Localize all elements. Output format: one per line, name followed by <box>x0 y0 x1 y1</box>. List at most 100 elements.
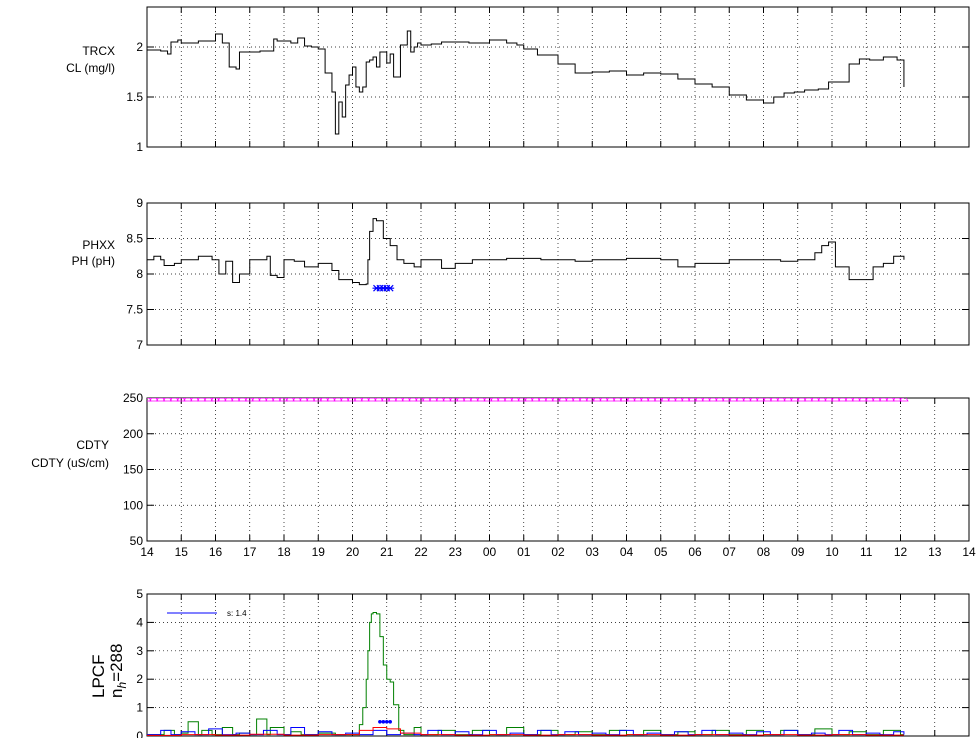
ylabel-count: =288 <box>107 644 126 682</box>
x-tick-label: 21 <box>380 545 394 559</box>
triangle-marker <box>483 398 493 402</box>
triangle-marker <box>251 398 261 402</box>
triangle-marker <box>162 398 173 402</box>
triangle-marker <box>694 398 705 402</box>
triangle-marker <box>687 398 698 402</box>
triangle-marker <box>681 398 691 402</box>
x-tick-label: 15 <box>175 545 189 559</box>
triangle-marker <box>708 398 718 402</box>
dot-marker <box>388 720 392 724</box>
triangle-marker <box>892 398 902 402</box>
triangle-marker <box>265 398 275 402</box>
triangle-marker <box>844 398 855 402</box>
triangle-marker <box>619 398 630 402</box>
triangle-marker <box>606 398 616 402</box>
x-tick-label: 01 <box>517 545 531 559</box>
y-tick-label: 8 <box>136 267 143 281</box>
triangle-marker <box>490 398 500 402</box>
y-tick-label: 9 <box>136 196 143 210</box>
triangle-marker <box>803 398 814 402</box>
triangle-marker <box>715 398 725 402</box>
legend: s: 1.4 <box>167 609 247 618</box>
y-tick-label: 8.5 <box>126 232 143 246</box>
x-tick-label: 23 <box>449 545 463 559</box>
triangle-marker <box>551 398 561 402</box>
y-tick-label: 2 <box>136 672 143 686</box>
dot-marker <box>381 720 386 724</box>
y-axis-label-line2: CL (mg/l) <box>66 61 115 75</box>
x-tick-label: 08 <box>757 545 771 559</box>
triangle-marker <box>653 398 664 402</box>
x-tick-label: 12 <box>894 545 908 559</box>
triangle-marker <box>374 398 384 402</box>
triangle-marker <box>578 398 589 402</box>
triangle-marker <box>333 398 343 402</box>
x-tick-label: 03 <box>586 545 600 559</box>
triangle-marker <box>558 398 568 402</box>
triangle-marker <box>462 398 473 402</box>
triangle-marker <box>837 398 848 402</box>
series-line <box>147 726 904 736</box>
triangle-marker <box>415 398 425 402</box>
triangle-marker <box>176 398 186 402</box>
triangle-marker <box>408 398 418 402</box>
x-tick-label: 10 <box>825 545 839 559</box>
axes-frame <box>146 593 970 737</box>
triangle-marker <box>380 398 391 402</box>
x-tick-label: 07 <box>723 545 737 559</box>
y-tick-label: 3 <box>136 644 143 658</box>
triangle-marker <box>387 398 398 402</box>
y-tick-label: 5 <box>136 587 143 601</box>
triangle-marker <box>421 398 432 402</box>
y-axis-label-line1: PHXX <box>82 238 115 252</box>
ylabel-subscript: h <box>115 682 129 689</box>
triangle-marker <box>878 398 889 402</box>
x-tick-label: 17 <box>243 545 257 559</box>
triangle-marker <box>496 398 507 402</box>
triangle-marker <box>756 398 766 402</box>
triangle-marker <box>701 398 711 402</box>
x-tick-label: 13 <box>928 545 942 559</box>
triangle-marker <box>210 398 220 402</box>
legend-label: s: 1.4 <box>227 609 247 618</box>
triangle-marker <box>674 398 684 402</box>
triangle-marker <box>517 398 527 402</box>
y-axis-label-line1: LPCF <box>89 655 108 698</box>
triangle-marker <box>769 398 780 402</box>
y-axis-label-line1: CDTY <box>76 438 109 452</box>
x-tick-label: 16 <box>209 545 223 559</box>
triangle-marker <box>571 398 582 402</box>
y-axis-label-line1: TRCX <box>82 44 115 58</box>
triangle-marker <box>824 398 834 402</box>
triangle-marker <box>278 398 289 402</box>
triangle-marker <box>271 398 282 402</box>
triangle-marker <box>565 398 575 402</box>
ylabel-n: n <box>107 689 126 698</box>
triangle-marker <box>762 398 773 402</box>
triangle-marker <box>469 398 480 402</box>
y-tick-label: 100 <box>123 498 143 512</box>
triangle-marker <box>203 398 214 402</box>
triangle-marker <box>305 398 316 402</box>
triangle-marker <box>155 398 166 402</box>
x-tick-label: 04 <box>620 545 634 559</box>
triangle-marker <box>449 398 459 402</box>
triangle-marker <box>831 398 841 402</box>
x-tick-label: 22 <box>414 545 428 559</box>
y-tick-label: 2 <box>136 40 143 54</box>
triangle-marker <box>851 398 861 402</box>
triangle-marker <box>721 398 732 402</box>
triangle-marker <box>592 398 602 402</box>
y-tick-label: 1 <box>136 701 143 715</box>
triangle-marker <box>667 398 677 402</box>
triangle-marker <box>899 398 909 402</box>
dot-marker <box>378 720 382 724</box>
y-axis-label-line2: nh=288 <box>107 644 129 698</box>
y-tick-label: 200 <box>123 427 143 441</box>
triangle-marker <box>346 398 357 402</box>
x-tick-label: 19 <box>312 545 326 559</box>
triangle-marker <box>435 398 445 402</box>
triangle-marker <box>285 398 295 402</box>
x-tick-label: 06 <box>688 545 702 559</box>
